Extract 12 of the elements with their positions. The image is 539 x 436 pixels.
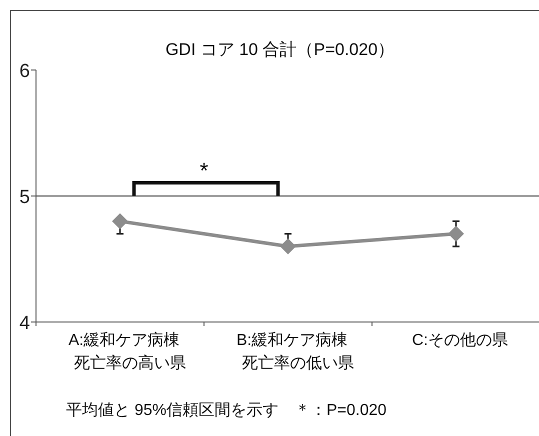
annotation: * <box>200 158 209 183</box>
x-tick-label: C:その他の県 <box>412 332 508 349</box>
text: 平均値と 95%信頼区間を示す ＊：P=0.020 <box>66 402 387 419</box>
x-tick-label: A:緩和ケア病棟死亡率の高い県 <box>68 331 186 372</box>
point <box>448 226 464 242</box>
point <box>280 238 296 254</box>
y-tick-label: 5 <box>19 187 30 208</box>
chart-title: GDI コア 10 合計（P=0.020） <box>165 40 395 59</box>
y-tick-label: 6 <box>19 61 30 82</box>
y-tick-label: 4 <box>19 313 30 334</box>
point <box>112 213 128 230</box>
x-tick-label: B:緩和ケア病棟死亡率の低い県 <box>236 331 354 372</box>
